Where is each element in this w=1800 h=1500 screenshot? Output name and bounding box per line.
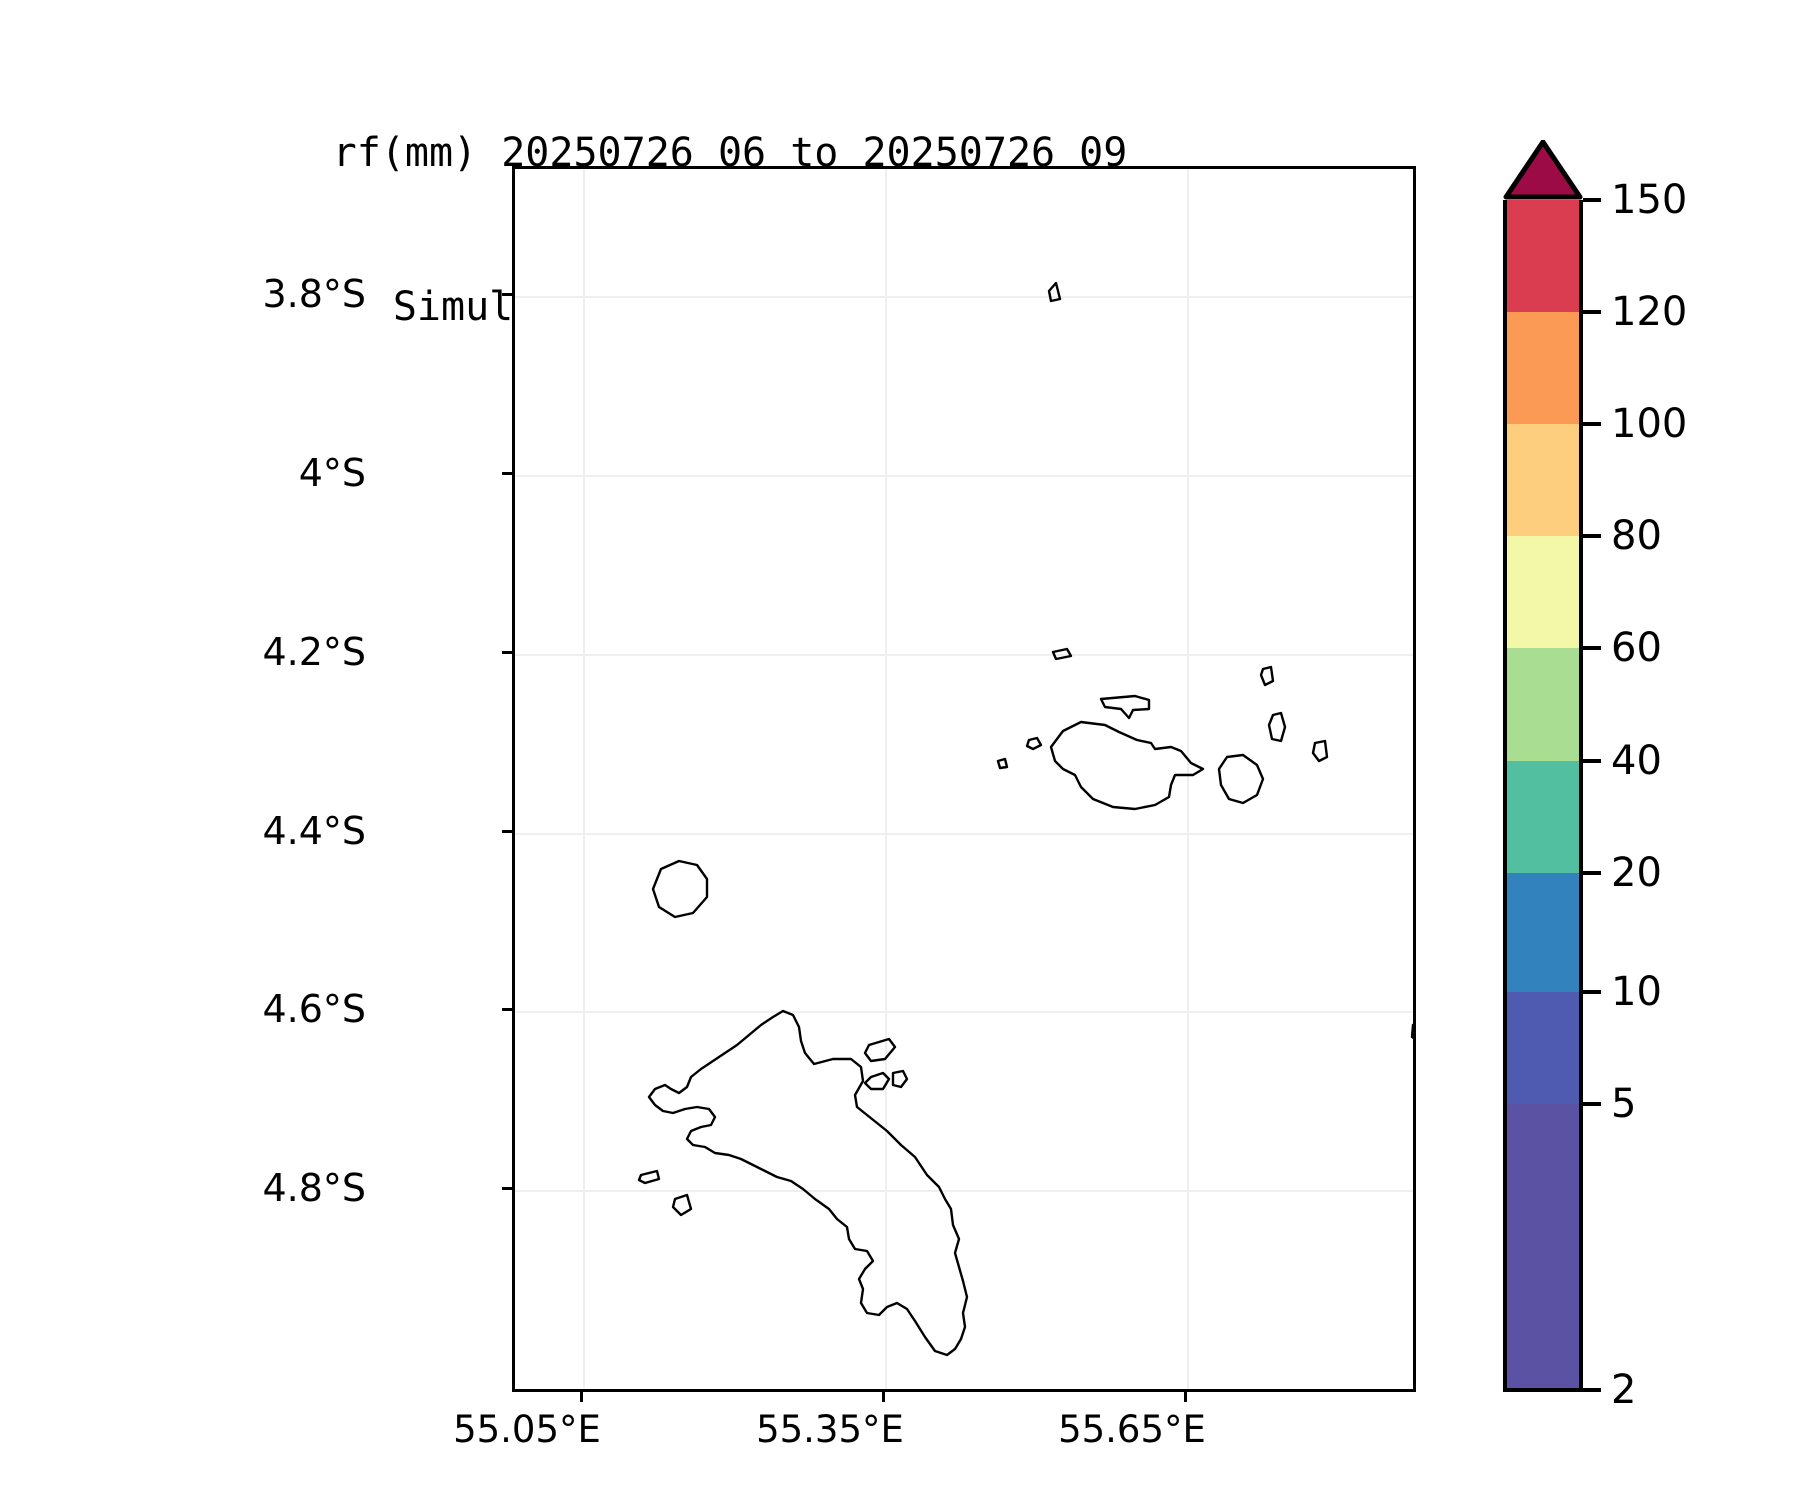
- ytick-label-4-2s: 4.2°S: [262, 630, 366, 674]
- coastline-islet-north: [1047, 281, 1062, 303]
- coastline-mahe: [647, 1009, 969, 1357]
- coastline-felicite: [1267, 711, 1287, 743]
- colorbar-tick: [1583, 422, 1601, 426]
- gridline-horizontal: [515, 296, 1413, 298]
- xtick-label-55-05e: 55.05°E: [453, 1408, 601, 1451]
- colorbar-segment: [1507, 424, 1579, 536]
- colorbar-label-2: 2: [1611, 1367, 1637, 1413]
- ytick-mark: [502, 651, 512, 654]
- gridline-horizontal: [515, 833, 1413, 835]
- gridline-horizontal: [515, 1011, 1413, 1013]
- colorbar-segment: [1507, 648, 1579, 761]
- gridline-vertical: [885, 169, 887, 1389]
- coastline-petite-soeur: [1259, 665, 1275, 687]
- colorbar-segment: [1507, 312, 1579, 424]
- coastline-silhouette: [651, 859, 709, 919]
- gridline-horizontal: [515, 1190, 1413, 1192]
- gridlines: [515, 169, 1413, 1389]
- ytick-mark: [502, 830, 512, 833]
- colorbar-label-120: 120: [1611, 289, 1688, 335]
- colorbar-tick: [1583, 646, 1601, 650]
- colorbar-segments[interactable]: [1503, 200, 1583, 1392]
- coastline-islet-aride: [1051, 647, 1073, 661]
- coastline-islet-west-mahe-a: [637, 1169, 661, 1185]
- gridline-horizontal: [515, 654, 1413, 656]
- xtick-label-55-65e: 55.65°E: [1058, 1408, 1206, 1451]
- coastline-la-digue: [1217, 753, 1265, 805]
- coastline-marianne: [1311, 739, 1329, 763]
- colorbar-label-10: 10: [1611, 969, 1662, 1015]
- xtick-mark: [1184, 1392, 1187, 1402]
- colorbar-label-5: 5: [1611, 1081, 1637, 1127]
- coastline-islet-west-mahe-b: [671, 1193, 693, 1217]
- ytick-mark: [502, 293, 512, 296]
- colorbar-tick: [1583, 198, 1601, 202]
- ytick-mark: [502, 1008, 512, 1011]
- colorbar-label-20: 20: [1611, 850, 1662, 896]
- ytick-label-4-8s: 4.8°S: [262, 1166, 366, 1210]
- gridline-vertical: [583, 169, 585, 1389]
- colorbar-segment: [1507, 761, 1579, 873]
- ytick-mark: [502, 1187, 512, 1190]
- ytick-mark: [502, 472, 512, 475]
- map-axes[interactable]: [512, 166, 1416, 1392]
- ytick-label-4-4s: 4.4°S: [262, 809, 366, 853]
- colorbar-segment: [1507, 873, 1579, 992]
- colorbar-extend-arrow-max: [1503, 140, 1583, 200]
- coastline-islet-west-praslin: [1025, 736, 1043, 751]
- colorbar-label-60: 60: [1611, 625, 1662, 671]
- colorbar-label-80: 80: [1611, 513, 1662, 559]
- colorbar-label-150: 150: [1611, 177, 1688, 223]
- coastline-layer: [637, 281, 1413, 1357]
- colorbar-tick: [1583, 759, 1601, 763]
- colorbar-tick: [1583, 1388, 1601, 1392]
- ytick-label-3-8s: 3.8°S: [262, 272, 366, 316]
- gridline-vertical: [1187, 169, 1189, 1389]
- coastline-praslin: [1049, 720, 1205, 811]
- coastline-edge-sliver: [1410, 1023, 1413, 1039]
- gridline-horizontal: [515, 475, 1413, 477]
- xtick-mark: [580, 1392, 583, 1402]
- coastline-curieuse: [1099, 694, 1151, 720]
- colorbar-label-100: 100: [1611, 401, 1688, 447]
- coastline-cerf: [863, 1071, 891, 1091]
- coastline-sainte-anne: [863, 1037, 897, 1063]
- colorbar-tick: [1583, 871, 1601, 875]
- colorbar-label-40: 40: [1611, 738, 1662, 784]
- ytick-label-4s: 4°S: [298, 451, 366, 495]
- coastline-long-island: [891, 1069, 909, 1089]
- colorbar-tick: [1583, 310, 1601, 314]
- colorbar-segment: [1507, 536, 1579, 648]
- ytick-label-4-6s: 4.6°S: [262, 987, 366, 1031]
- xtick-mark: [882, 1392, 885, 1402]
- colorbar[interactable]: [1503, 140, 1583, 1392]
- colorbar-segment: [1507, 1104, 1579, 1388]
- coastline-islet-far-west: [996, 757, 1009, 770]
- colorbar-segment: [1507, 992, 1579, 1104]
- colorbar-segment: [1507, 200, 1579, 312]
- colorbar-tick: [1583, 534, 1601, 538]
- colorbar-tick: [1583, 990, 1601, 994]
- colorbar-tick: [1583, 1102, 1601, 1106]
- xtick-label-55-35e: 55.35°E: [756, 1408, 904, 1451]
